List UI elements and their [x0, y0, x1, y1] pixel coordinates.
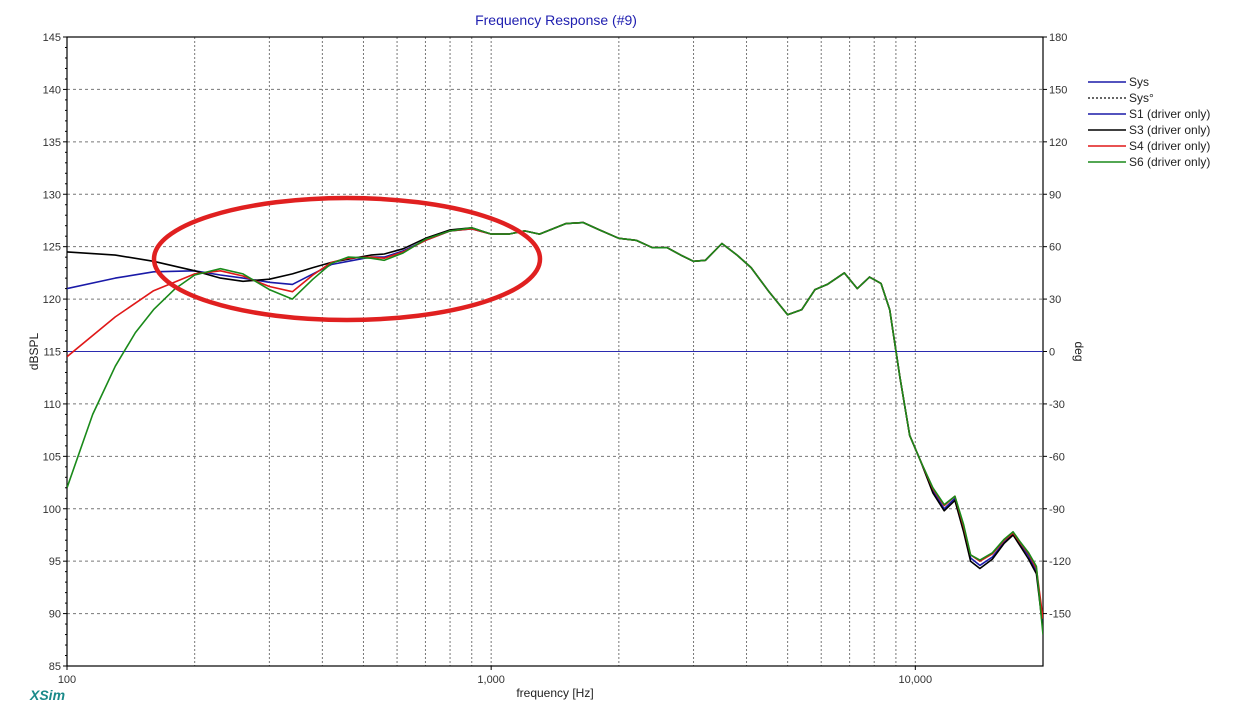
legend-label: S4 (driver only): [1129, 139, 1210, 153]
y-tick-label: 145: [43, 32, 61, 44]
brand-logo: XSim: [30, 687, 66, 703]
y2-tick-label: 180: [1049, 32, 1067, 44]
y2-tick-label: 120: [1049, 137, 1067, 149]
y2-tick-label: 30: [1049, 294, 1061, 306]
series-group: [67, 221, 1043, 635]
y-tick-label: 120: [43, 294, 61, 306]
chart-title: Frequency Response (#9): [475, 12, 637, 28]
y-tick-label: 85: [49, 661, 61, 673]
x-tick-label: 100: [58, 674, 76, 686]
legend-label: S6 (driver only): [1129, 155, 1210, 169]
highlight-ellipse: [151, 195, 543, 323]
legend-label: Sys: [1129, 75, 1149, 89]
y2-tick-label: 0: [1049, 347, 1055, 359]
y2-tick-label: 150: [1049, 84, 1067, 96]
legend-label: S3 (driver only): [1129, 123, 1210, 137]
y-tick-label: 95: [49, 556, 61, 568]
y-tick-label: 115: [43, 347, 61, 359]
x-tick-label: 10,000: [898, 674, 932, 686]
y-tick-label: 110: [43, 399, 61, 411]
grid-lines: [67, 37, 1043, 666]
y-tick-label: 135: [43, 137, 61, 149]
legend: Sys Sys° S1 (driver only) S3 (driver only) S…: [1088, 75, 1210, 169]
y-tick-label: 100: [43, 504, 61, 516]
y2-tick-label: 90: [1049, 189, 1061, 201]
x-axis-label: frequency [Hz]: [516, 686, 593, 700]
legend-label: Sys°: [1129, 91, 1154, 105]
y2-axis-label: deg: [1072, 341, 1086, 361]
series-line-s6: [67, 221, 1043, 635]
y-tick-label: 140: [43, 84, 61, 96]
y2-tick-label: -120: [1049, 556, 1071, 568]
legend-label: S1 (driver only): [1129, 107, 1210, 121]
x-tick-label: 1,000: [477, 674, 505, 686]
y-tick-label: 90: [49, 609, 61, 621]
y2-tick-label: -150: [1049, 609, 1071, 621]
y2-tick-label: -60: [1049, 451, 1065, 463]
y2-tick-label: -30: [1049, 399, 1065, 411]
y-tick-label: 105: [43, 451, 61, 463]
y2-tick-label: 60: [1049, 242, 1061, 254]
y2-tick-label: -90: [1049, 504, 1065, 516]
y-axis-label: dBSPL: [27, 332, 41, 370]
y-tick-label: 130: [43, 189, 61, 201]
y-tick-label: 125: [43, 242, 61, 254]
